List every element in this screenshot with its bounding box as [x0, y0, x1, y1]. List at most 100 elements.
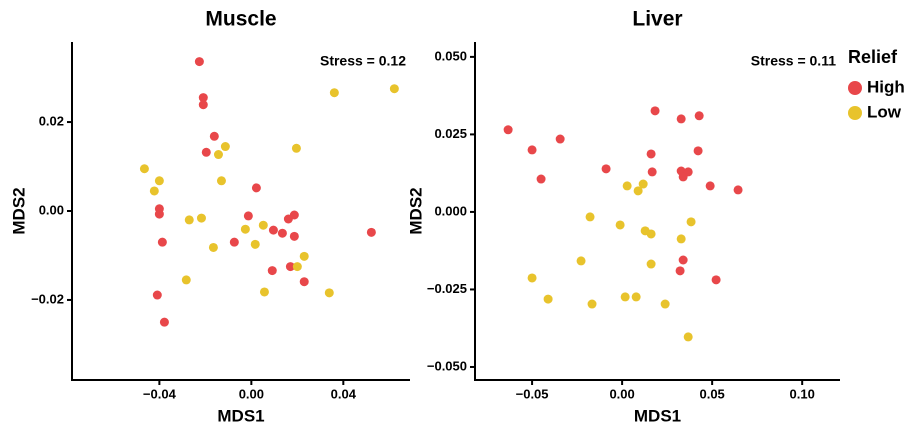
- legend-swatch: [848, 106, 862, 120]
- y-axis-label: MDS2: [9, 187, 28, 234]
- x-tick-label: 0.04: [331, 386, 357, 401]
- legend-title: Relief: [848, 47, 898, 67]
- point: [576, 256, 586, 266]
- y-tick-label: 0.050: [434, 48, 467, 63]
- point: [366, 227, 376, 237]
- point: [213, 150, 223, 160]
- point: [268, 225, 278, 235]
- point: [299, 277, 309, 287]
- point: [251, 183, 261, 193]
- point: [647, 167, 657, 177]
- point: [196, 213, 206, 223]
- point: [154, 176, 164, 186]
- x-axis-label: MDS1: [634, 406, 681, 425]
- point: [240, 224, 250, 234]
- point: [216, 176, 226, 186]
- y-tick-label: 0.02: [39, 113, 64, 128]
- point: [157, 237, 167, 247]
- point: [646, 229, 656, 239]
- x-axis-label: MDS1: [217, 406, 264, 425]
- point: [201, 147, 211, 157]
- point: [733, 185, 743, 195]
- point: [686, 217, 696, 227]
- point: [267, 266, 277, 276]
- legend-label: High: [867, 77, 905, 96]
- point: [194, 57, 204, 67]
- point: [615, 220, 625, 230]
- x-tick-label: 0.00: [239, 386, 264, 401]
- point: [631, 292, 641, 302]
- point: [289, 231, 299, 241]
- point: [208, 242, 218, 252]
- point: [676, 234, 686, 244]
- point: [154, 209, 164, 219]
- point: [184, 215, 194, 225]
- chart-title: Liver: [632, 8, 682, 31]
- point: [646, 259, 656, 269]
- x-tick-label: 0.00: [609, 386, 634, 401]
- point: [329, 88, 339, 98]
- point: [675, 266, 685, 276]
- point: [220, 142, 230, 152]
- point: [285, 262, 295, 272]
- y-tick-label: 0.000: [434, 203, 467, 218]
- point: [678, 255, 688, 265]
- point: [543, 294, 553, 304]
- point: [159, 317, 169, 327]
- point: [555, 134, 565, 144]
- point: [139, 164, 149, 174]
- x-tick-label: 0.05: [699, 386, 724, 401]
- point: [291, 143, 301, 153]
- point: [198, 93, 208, 103]
- point: [601, 164, 611, 174]
- point: [289, 210, 299, 220]
- x-tick-label: −0.04: [143, 386, 177, 401]
- point: [678, 172, 688, 182]
- chart-title: Muscle: [205, 8, 276, 31]
- point: [258, 220, 268, 230]
- point: [152, 290, 162, 300]
- point: [622, 181, 632, 191]
- point: [646, 149, 656, 159]
- y-axis-label: MDS2: [406, 187, 425, 234]
- point: [209, 131, 219, 141]
- annotation: Stress = 0.11: [751, 53, 836, 69]
- y-tick-label: −0.02: [31, 291, 64, 306]
- point: [259, 287, 269, 297]
- point: [633, 186, 643, 196]
- point: [705, 181, 715, 191]
- point: [324, 288, 334, 298]
- x-tick-label: −0.05: [516, 386, 549, 401]
- point: [149, 186, 159, 196]
- point: [181, 275, 191, 285]
- point: [292, 262, 302, 272]
- annotation: Stress = 0.12: [320, 53, 406, 69]
- point: [638, 179, 648, 189]
- point: [660, 299, 670, 309]
- point: [527, 145, 537, 155]
- x-tick-label: 0.10: [790, 386, 815, 401]
- point: [536, 174, 546, 184]
- point: [243, 211, 253, 221]
- y-tick-label: −0.025: [427, 281, 467, 296]
- point: [250, 239, 260, 249]
- point: [711, 275, 721, 285]
- legend-label: Low: [867, 102, 902, 121]
- point: [587, 299, 597, 309]
- point: [620, 292, 630, 302]
- y-tick-label: −0.050: [427, 358, 467, 373]
- point: [694, 111, 704, 121]
- point: [229, 237, 239, 247]
- point: [650, 106, 660, 116]
- legend-swatch: [848, 81, 862, 95]
- y-tick-label: 0.025: [434, 126, 467, 141]
- point: [683, 332, 693, 342]
- y-tick-label: 0.00: [39, 202, 64, 217]
- point: [676, 114, 686, 124]
- point: [693, 146, 703, 156]
- point: [389, 84, 399, 94]
- point: [527, 273, 537, 283]
- point: [277, 228, 287, 238]
